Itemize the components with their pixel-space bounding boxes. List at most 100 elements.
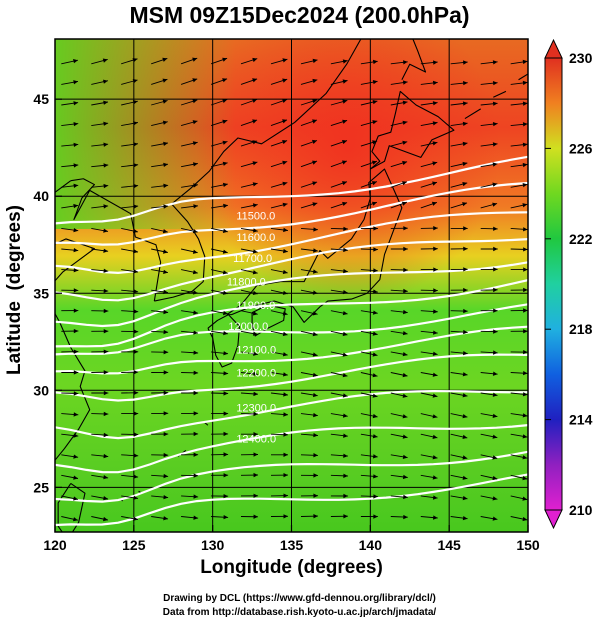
wind-vector	[390, 246, 408, 252]
wind-vector	[240, 98, 258, 106]
wind-vector	[480, 202, 498, 209]
contour-label: 12200.0	[236, 368, 276, 380]
wind-vector	[151, 99, 168, 106]
wind-vector	[390, 201, 408, 209]
wind-vector	[181, 162, 198, 168]
wind-vector	[270, 160, 288, 168]
wind-vector	[91, 58, 108, 65]
wind-vector	[151, 248, 168, 254]
wind-vector	[510, 59, 528, 65]
wind-vector	[270, 432, 289, 437]
wind-vector	[420, 141, 438, 147]
wind-vector	[420, 121, 438, 127]
wind-vector	[480, 371, 498, 376]
colorbar-bottom-arrow	[544, 509, 563, 530]
wind-vector	[121, 227, 138, 234]
coastline	[518, 73, 528, 81]
wind-vector	[300, 202, 318, 209]
wind-vector	[121, 79, 138, 85]
wind-vector	[420, 454, 438, 460]
wind-vector	[480, 287, 498, 293]
wind-vector	[151, 370, 169, 375]
wind-vector	[151, 329, 169, 335]
wind-vector	[270, 227, 288, 233]
wind-vector	[420, 372, 438, 377]
wind-vector	[61, 412, 79, 417]
wind-vector	[270, 412, 289, 417]
wind-vector	[330, 330, 348, 337]
wind-vector	[270, 98, 288, 106]
wind-vector	[480, 495, 498, 501]
western-cool-region	[55, 39, 235, 229]
wind-vector	[480, 226, 498, 231]
wind-vector	[420, 201, 438, 209]
x-tick-label: 145	[437, 537, 461, 553]
wind-vector	[61, 288, 79, 293]
x-tick-label: 120	[43, 537, 67, 553]
wind-vector	[91, 432, 109, 438]
wind-vector	[91, 308, 109, 314]
wind-vector	[211, 330, 228, 336]
wind-vector	[121, 516, 138, 521]
wind-vector	[121, 390, 139, 395]
wind-vector	[330, 493, 348, 499]
wind-vector	[510, 329, 528, 334]
wind-vector	[121, 474, 139, 479]
height-contour	[55, 181, 528, 246]
wind-vector	[330, 99, 348, 106]
y-tick-label: 35	[33, 285, 49, 301]
wind-vector	[450, 495, 468, 501]
wind-vector	[510, 516, 528, 522]
colorbar-tick-label: 218	[569, 321, 593, 337]
wind-vector	[180, 57, 198, 65]
wind-vector	[211, 473, 229, 478]
wind-vector	[211, 391, 229, 396]
contour-label: 12400.0	[236, 434, 276, 446]
wind-vector	[61, 101, 79, 106]
wind-vector	[510, 454, 528, 460]
wind-vector	[360, 494, 378, 499]
wind-vector	[211, 494, 229, 499]
wind-vector	[510, 162, 528, 168]
wind-vector	[91, 370, 109, 375]
x-axis-label: Longitude (degrees)	[200, 557, 383, 578]
data-source-credit: Data from http://database.rish.kyoto-u.a…	[162, 607, 437, 618]
wind-vector	[390, 514, 408, 520]
wind-vector	[450, 202, 468, 209]
wind-vector	[300, 119, 318, 127]
wind-vector	[450, 351, 468, 356]
coastline	[401, 39, 427, 81]
wind-vector	[91, 411, 109, 417]
wind-vector	[181, 204, 199, 209]
wind-vector	[480, 413, 498, 418]
wind-vector	[210, 161, 228, 168]
wind-vector	[151, 57, 168, 65]
wind-vector	[240, 351, 258, 356]
wind-vector	[91, 390, 109, 396]
wind-vector	[510, 80, 528, 86]
wind-vector	[450, 372, 468, 377]
wind-vector	[480, 162, 498, 168]
wind-vector	[240, 493, 259, 498]
drawing-credit: Drawing by DCL (https://www.gfd-dennou.o…	[163, 593, 436, 604]
wind-vector	[420, 60, 438, 65]
wind-vector	[211, 203, 228, 209]
y-axis-ticks: 25 30 35 40 45	[33, 91, 62, 495]
wind-vector	[330, 79, 348, 85]
wind-vector	[390, 160, 408, 168]
wind-vector	[390, 80, 408, 85]
wind-vector	[270, 140, 288, 147]
wind-vector	[420, 226, 438, 231]
wind-vector	[300, 392, 318, 398]
wind-vector	[240, 140, 258, 147]
wind-vector	[450, 454, 468, 460]
wind-vector	[390, 181, 408, 188]
wind-vector	[240, 391, 259, 397]
wind-vector	[240, 203, 258, 209]
wind-vector	[450, 329, 468, 335]
wind-vector	[181, 269, 198, 275]
wind-vector	[61, 268, 79, 273]
wind-vector	[61, 328, 79, 334]
wind-vector	[61, 454, 79, 459]
contour-label: 12000.0	[228, 321, 268, 333]
